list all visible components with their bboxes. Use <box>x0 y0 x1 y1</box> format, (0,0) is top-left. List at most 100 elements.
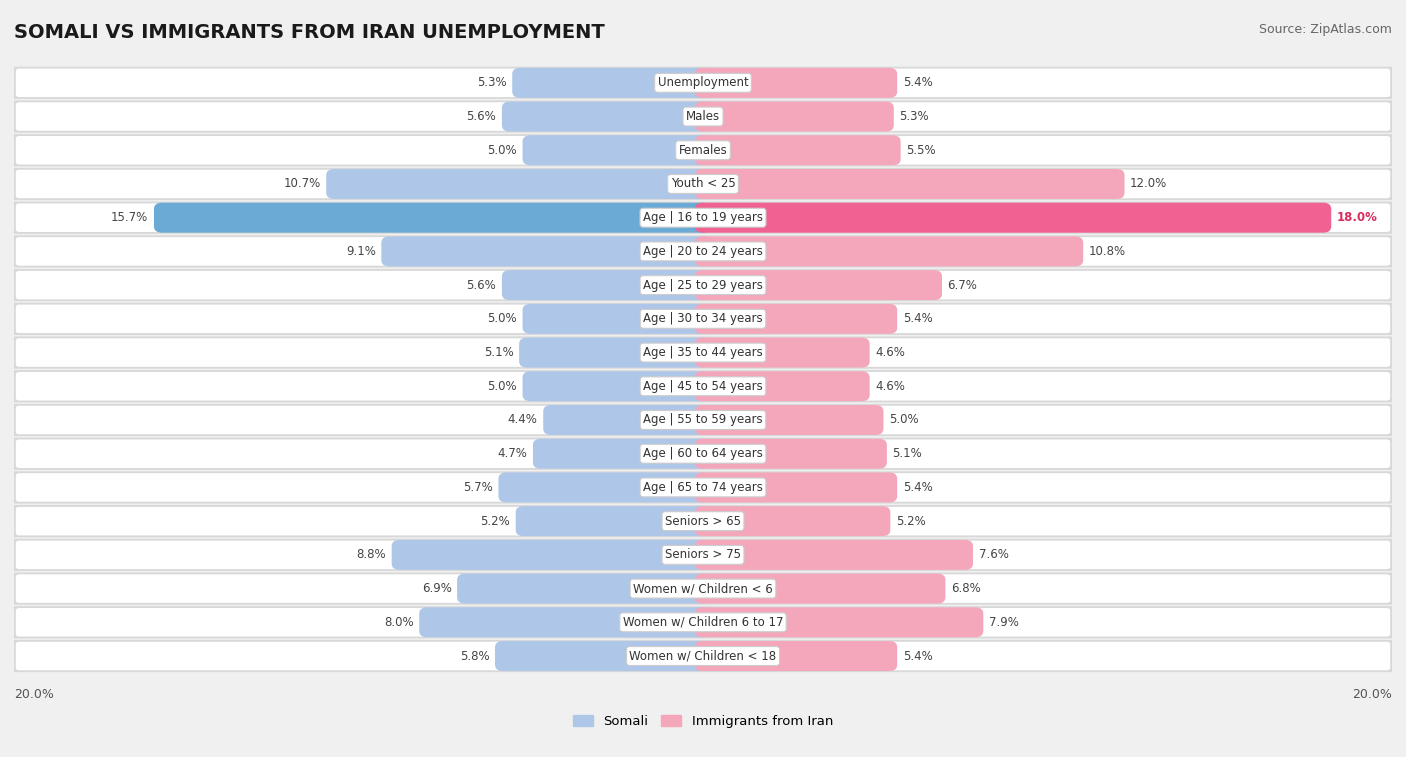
FancyBboxPatch shape <box>695 641 897 671</box>
FancyBboxPatch shape <box>10 505 1396 537</box>
Text: 4.4%: 4.4% <box>508 413 537 426</box>
Text: 10.7%: 10.7% <box>284 177 321 191</box>
FancyBboxPatch shape <box>15 237 1391 266</box>
Legend: Somali, Immigrants from Iran: Somali, Immigrants from Iran <box>568 709 838 734</box>
FancyBboxPatch shape <box>10 472 1396 503</box>
FancyBboxPatch shape <box>10 67 1396 99</box>
FancyBboxPatch shape <box>10 201 1396 234</box>
FancyBboxPatch shape <box>15 507 1391 535</box>
FancyBboxPatch shape <box>419 607 711 637</box>
Text: 5.1%: 5.1% <box>484 346 513 359</box>
Text: 20.0%: 20.0% <box>14 688 53 702</box>
Text: 5.3%: 5.3% <box>477 76 506 89</box>
Text: Women w/ Children 6 to 17: Women w/ Children 6 to 17 <box>623 615 783 629</box>
Text: 7.6%: 7.6% <box>979 548 1008 562</box>
Text: 5.7%: 5.7% <box>463 481 494 494</box>
Text: Unemployment: Unemployment <box>658 76 748 89</box>
FancyBboxPatch shape <box>10 370 1396 403</box>
FancyBboxPatch shape <box>695 607 983 637</box>
FancyBboxPatch shape <box>10 336 1396 369</box>
FancyBboxPatch shape <box>15 136 1391 164</box>
FancyBboxPatch shape <box>457 574 711 603</box>
FancyBboxPatch shape <box>695 371 870 401</box>
Text: 7.9%: 7.9% <box>988 615 1019 629</box>
FancyBboxPatch shape <box>10 438 1396 470</box>
Text: Age | 35 to 44 years: Age | 35 to 44 years <box>643 346 763 359</box>
FancyBboxPatch shape <box>10 539 1396 571</box>
Text: 10.8%: 10.8% <box>1088 245 1126 258</box>
FancyBboxPatch shape <box>10 269 1396 301</box>
Text: Age | 45 to 54 years: Age | 45 to 54 years <box>643 380 763 393</box>
FancyBboxPatch shape <box>15 102 1391 131</box>
Text: 5.5%: 5.5% <box>907 144 936 157</box>
Text: Females: Females <box>679 144 727 157</box>
Text: SOMALI VS IMMIGRANTS FROM IRAN UNEMPLOYMENT: SOMALI VS IMMIGRANTS FROM IRAN UNEMPLOYM… <box>14 23 605 42</box>
Text: Age | 20 to 24 years: Age | 20 to 24 years <box>643 245 763 258</box>
FancyBboxPatch shape <box>695 338 870 368</box>
FancyBboxPatch shape <box>695 506 890 536</box>
FancyBboxPatch shape <box>15 575 1391 603</box>
FancyBboxPatch shape <box>15 204 1391 232</box>
Text: 5.4%: 5.4% <box>903 76 932 89</box>
FancyBboxPatch shape <box>10 101 1396 132</box>
FancyBboxPatch shape <box>502 270 711 300</box>
Text: Males: Males <box>686 110 720 123</box>
FancyBboxPatch shape <box>15 69 1391 97</box>
FancyBboxPatch shape <box>10 134 1396 167</box>
Text: Seniors > 75: Seniors > 75 <box>665 548 741 562</box>
FancyBboxPatch shape <box>10 572 1396 605</box>
FancyBboxPatch shape <box>10 404 1396 436</box>
FancyBboxPatch shape <box>392 540 711 570</box>
FancyBboxPatch shape <box>523 304 711 334</box>
FancyBboxPatch shape <box>10 606 1396 638</box>
FancyBboxPatch shape <box>695 236 1083 266</box>
FancyBboxPatch shape <box>695 68 897 98</box>
Text: Source: ZipAtlas.com: Source: ZipAtlas.com <box>1258 23 1392 36</box>
FancyBboxPatch shape <box>695 101 894 132</box>
Text: 6.8%: 6.8% <box>950 582 981 595</box>
FancyBboxPatch shape <box>502 101 711 132</box>
Text: Age | 60 to 64 years: Age | 60 to 64 years <box>643 447 763 460</box>
Text: 5.4%: 5.4% <box>903 650 932 662</box>
Text: 5.3%: 5.3% <box>900 110 929 123</box>
Text: Women w/ Children < 18: Women w/ Children < 18 <box>630 650 776 662</box>
FancyBboxPatch shape <box>533 439 711 469</box>
FancyBboxPatch shape <box>695 136 901 165</box>
Text: Age | 16 to 19 years: Age | 16 to 19 years <box>643 211 763 224</box>
Text: 5.2%: 5.2% <box>481 515 510 528</box>
FancyBboxPatch shape <box>15 540 1391 569</box>
FancyBboxPatch shape <box>695 472 897 503</box>
FancyBboxPatch shape <box>512 68 711 98</box>
FancyBboxPatch shape <box>495 641 711 671</box>
FancyBboxPatch shape <box>695 169 1125 199</box>
FancyBboxPatch shape <box>15 406 1391 435</box>
Text: Seniors > 65: Seniors > 65 <box>665 515 741 528</box>
Text: 5.2%: 5.2% <box>896 515 925 528</box>
FancyBboxPatch shape <box>516 506 711 536</box>
FancyBboxPatch shape <box>15 372 1391 400</box>
FancyBboxPatch shape <box>695 304 897 334</box>
Text: 5.4%: 5.4% <box>903 481 932 494</box>
Text: Youth < 25: Youth < 25 <box>671 177 735 191</box>
FancyBboxPatch shape <box>523 136 711 165</box>
Text: 5.0%: 5.0% <box>889 413 918 426</box>
Text: Age | 55 to 59 years: Age | 55 to 59 years <box>643 413 763 426</box>
Text: 15.7%: 15.7% <box>111 211 149 224</box>
Text: 5.8%: 5.8% <box>460 650 489 662</box>
FancyBboxPatch shape <box>695 574 945 603</box>
Text: Age | 30 to 34 years: Age | 30 to 34 years <box>643 313 763 326</box>
FancyBboxPatch shape <box>10 640 1396 672</box>
Text: 9.1%: 9.1% <box>346 245 375 258</box>
FancyBboxPatch shape <box>381 236 711 266</box>
FancyBboxPatch shape <box>10 235 1396 267</box>
FancyBboxPatch shape <box>15 170 1391 198</box>
Text: 12.0%: 12.0% <box>1130 177 1167 191</box>
FancyBboxPatch shape <box>695 270 942 300</box>
Text: Age | 25 to 29 years: Age | 25 to 29 years <box>643 279 763 291</box>
FancyBboxPatch shape <box>155 203 711 232</box>
Text: 4.6%: 4.6% <box>875 380 905 393</box>
Text: 5.0%: 5.0% <box>488 380 517 393</box>
FancyBboxPatch shape <box>519 338 711 368</box>
FancyBboxPatch shape <box>15 473 1391 502</box>
FancyBboxPatch shape <box>15 642 1391 670</box>
